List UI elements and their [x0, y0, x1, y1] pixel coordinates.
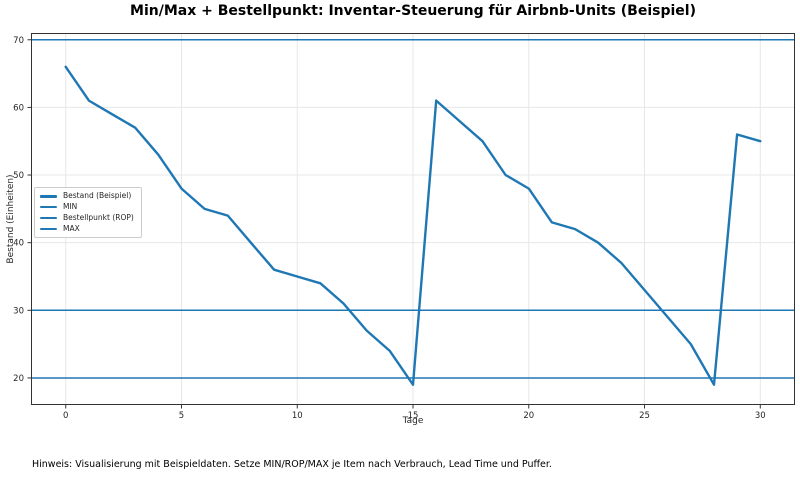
legend-line-swatch	[40, 194, 57, 198]
legend-label: Bestand (Beispiel)	[63, 191, 132, 200]
x-axis-label: Tage	[402, 416, 424, 426]
x-tick-label: 20	[523, 411, 534, 421]
legend-entry-min: MIN	[40, 203, 134, 211]
footer-note: Hinweis: Visualisierung mit Beispieldate…	[32, 459, 552, 470]
chart-title: Min/Max + Bestellpunkt: Inventar-Steueru…	[130, 3, 696, 19]
y-tick-label: 40	[13, 239, 24, 249]
x-tick-label: 5	[179, 411, 184, 421]
y-tick-label: 70	[13, 36, 24, 46]
legend-label: Bestellpunkt (ROP)	[63, 213, 134, 222]
legend-entry-max: MAX	[40, 225, 134, 233]
legend-entry-rop: Bestellpunkt (ROP)	[40, 214, 134, 222]
legend-line-swatch	[40, 217, 57, 219]
axes-spines	[31, 33, 795, 405]
y-tick-label: 60	[13, 103, 24, 113]
legend-line-swatch	[40, 206, 57, 208]
legend-entry-bestand: Bestand (Beispiel)	[40, 192, 134, 200]
x-tick-label: 10	[292, 411, 303, 421]
legend-label: MAX	[63, 224, 80, 233]
legend-line-swatch	[40, 228, 57, 230]
x-tick-label: 25	[639, 411, 650, 421]
x-tick-label: 15	[408, 411, 419, 421]
y-tick-label: 50	[13, 171, 24, 181]
plot-area: 20 30 40 50 60 70 0 5 10 15 20 25 30	[13, 33, 795, 421]
y-tick-label: 20	[13, 374, 24, 384]
legend-label: MIN	[63, 202, 78, 211]
x-tick-label: 30	[755, 411, 766, 421]
y-tick-label: 30	[13, 306, 24, 316]
legend: Bestand (Beispiel) MIN Bestellpunkt (ROP…	[34, 187, 142, 238]
inventory-line	[64, 65, 762, 386]
x-tick-label: 0	[63, 411, 68, 421]
